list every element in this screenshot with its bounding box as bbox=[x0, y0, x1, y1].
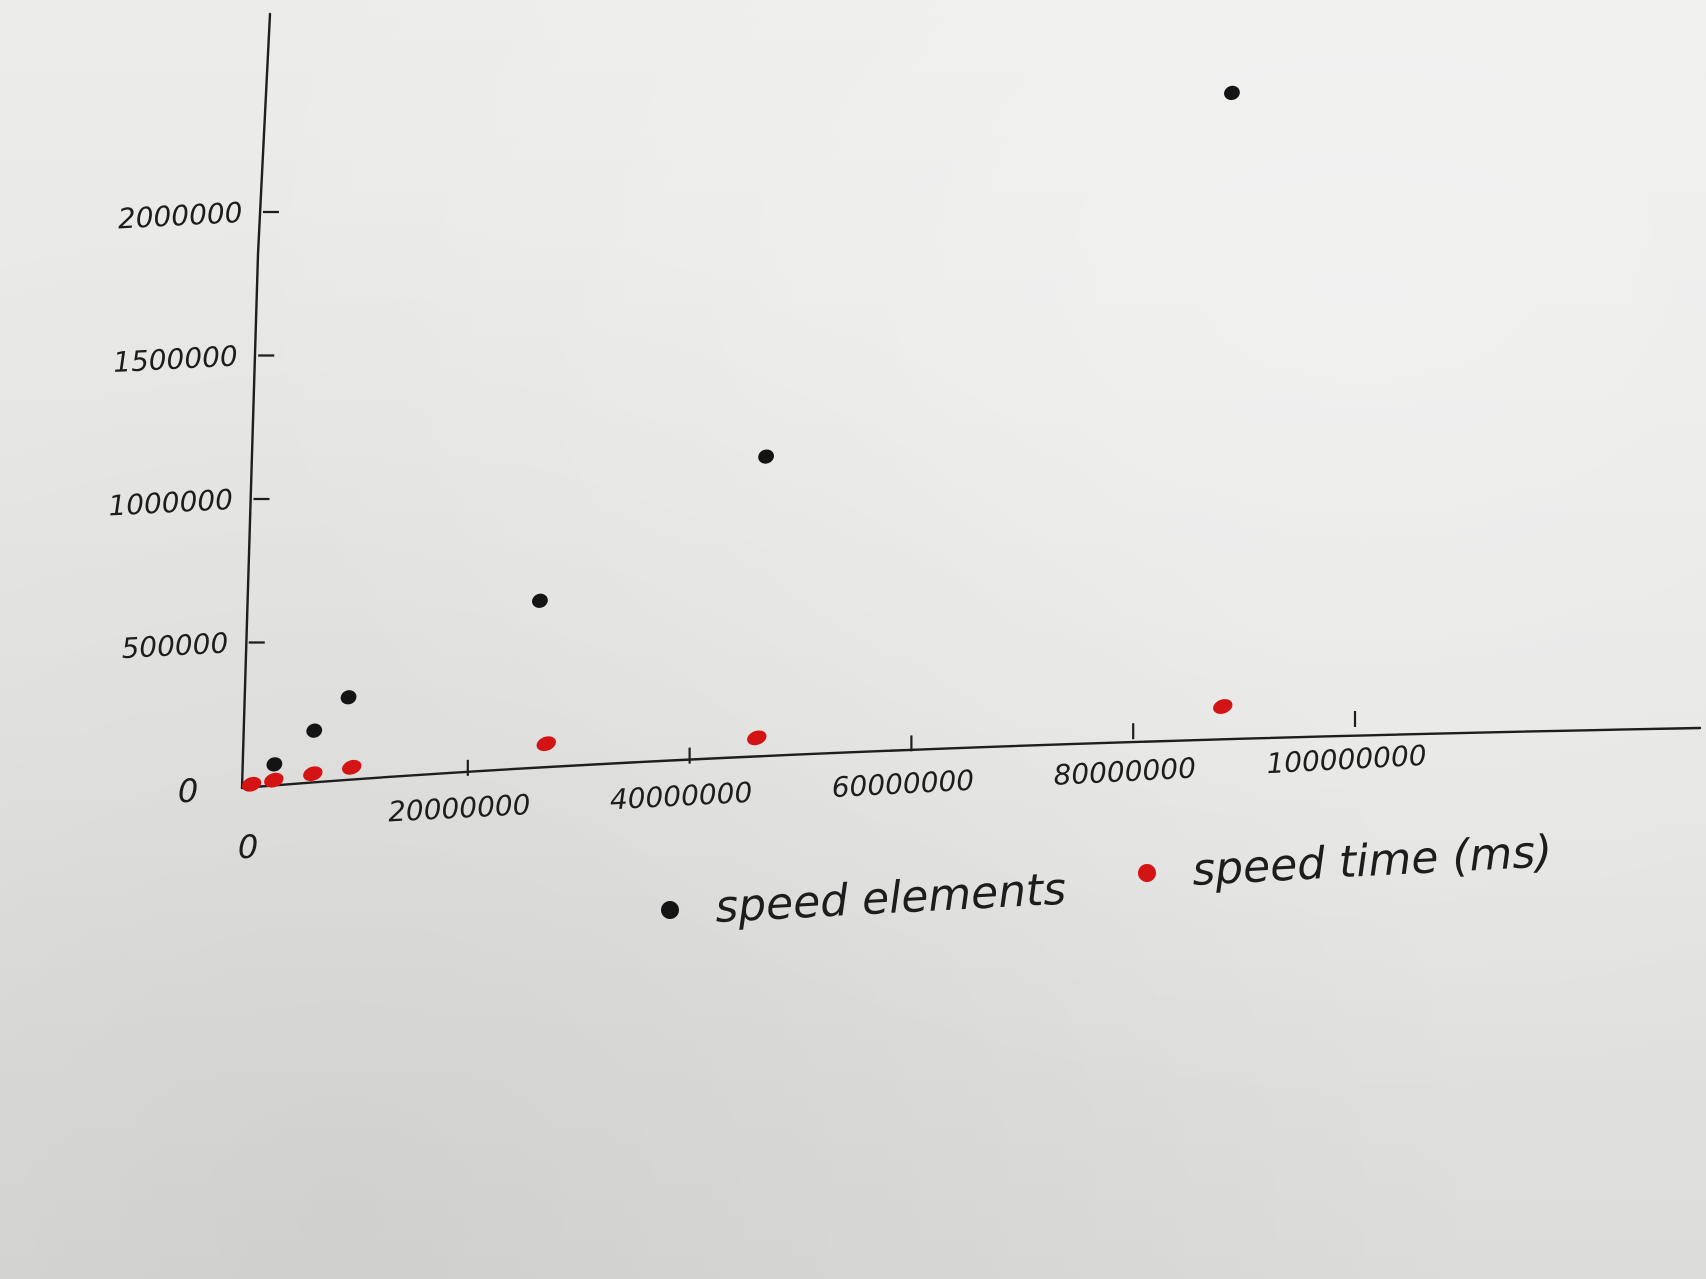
speed-time-point bbox=[241, 776, 262, 792]
speed-elements-point bbox=[1224, 85, 1240, 101]
x-axis-line bbox=[240, 726, 1702, 790]
x-tick-label: 40000000 bbox=[609, 776, 753, 816]
y-axis-line bbox=[240, 12, 272, 790]
speed-time-point bbox=[342, 759, 362, 775]
legend-marker-speed-elements bbox=[661, 901, 679, 919]
y-tick-label: 500000 bbox=[121, 627, 229, 666]
origin-x-label: 0 bbox=[238, 828, 258, 866]
x-tick-label: 20000000 bbox=[387, 788, 531, 828]
y-tick-label: 1000000 bbox=[108, 483, 234, 522]
y-tick-label: 1500000 bbox=[112, 340, 238, 379]
speed-elements-point bbox=[306, 723, 323, 738]
y-tick-label: 2000000 bbox=[117, 196, 243, 235]
legend-label-speed-elements: speed elements bbox=[714, 864, 1067, 933]
x-tick-label: 60000000 bbox=[831, 764, 975, 804]
x-tick-label: 100000000 bbox=[1266, 739, 1428, 780]
x-tick-label: 80000000 bbox=[1053, 752, 1197, 792]
speed-time-point bbox=[264, 772, 284, 788]
speed-time-point bbox=[747, 730, 767, 746]
legend-marker-speed-time bbox=[1138, 864, 1156, 882]
speed-time-point bbox=[1213, 699, 1233, 714]
speed-elements-point bbox=[758, 449, 774, 464]
speed-time-point bbox=[536, 736, 556, 752]
origin-y-label: 0 bbox=[178, 772, 198, 810]
speed-elements-point bbox=[532, 593, 548, 608]
speed-time-point bbox=[303, 766, 323, 782]
legend-label-speed-time: speed time (ms) bbox=[1191, 826, 1554, 896]
speed-elements-point bbox=[266, 757, 283, 772]
speed-elements-point bbox=[340, 690, 357, 705]
